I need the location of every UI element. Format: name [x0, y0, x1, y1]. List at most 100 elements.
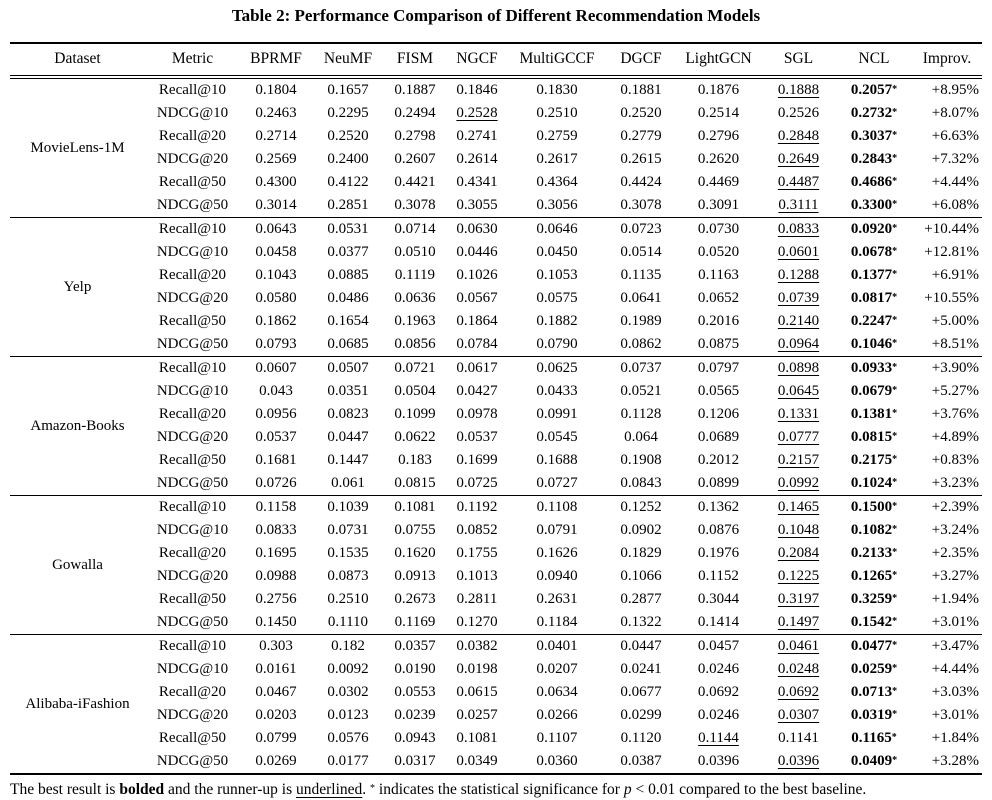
value-cell-ncl: 0.3037*: [850, 128, 898, 144]
value-cell-lightgcn: 0.0876: [697, 522, 740, 538]
value-cell-bprmf: 0.0726: [255, 475, 297, 491]
value-cell-neumf: 0.0731: [327, 522, 369, 538]
value-cell-neumf: 0.0531: [312, 217, 384, 241]
value-cell-ncl: 0.0259*: [850, 661, 898, 677]
table-row: NDCG@50 0.0269 0.0177 0.0317 0.0349 0.0360 0.0…: [10, 750, 982, 774]
value-cell-ngcf: 0.0617: [446, 356, 508, 380]
significance-star: *: [892, 616, 898, 627]
table-row: Recall@50 0.4300 0.4122 0.4421 0.4341 0.4364 0…: [10, 171, 982, 194]
value-cell-lightgcn: 0.1144: [698, 730, 739, 746]
significance-star: *: [892, 755, 898, 766]
value-cell-multigccf: 0.0625: [508, 356, 606, 380]
value-cell-multigccf: 0.0791: [536, 522, 578, 538]
value-cell-multigccf: 0.0991: [536, 406, 578, 422]
value-cell-neumf: 0.0447: [327, 429, 369, 445]
value-cell-multigccf: 0.1108: [508, 495, 606, 519]
table-footnote: The best result is bolded and the runner…: [10, 780, 982, 800]
value-cell-bprmf: 0.0799: [255, 730, 297, 746]
value-cell-bprmf: 0.1158: [240, 495, 312, 519]
value-cell-dgcf: 0.0902: [620, 522, 662, 538]
table-row: Recall@50 0.1681 0.1447 0.183 0.1699 0.1688 0.…: [10, 449, 982, 472]
value-cell-dgcf: 0.1908: [620, 452, 662, 468]
value-cell-dgcf: 0.0241: [620, 661, 662, 677]
value-cell-sgl: 0.0461: [761, 634, 836, 658]
significance-star: *: [892, 223, 898, 234]
value-cell-ncl: 0.1265*: [850, 568, 898, 584]
value-cell-bprmf: 0.0988: [255, 568, 297, 584]
value-cell-bprmf: 0.0203: [255, 707, 297, 723]
value-cell-ncl: 0.0678*: [850, 244, 898, 260]
value-cell-bprmf: 0.0607: [240, 356, 312, 380]
value-cell-multigccf: 0.0940: [536, 568, 578, 584]
table-row: NDCG@50 0.3014 0.2851 0.3078 0.3055 0.3056 0.3…: [10, 194, 982, 218]
value-cell-sgl: 0.0645: [777, 383, 820, 399]
metric-label: Recall@10: [145, 356, 240, 380]
value-cell-multigccf: 0.2510: [536, 105, 578, 121]
value-cell-fism: 0.2798: [394, 128, 436, 144]
value-cell-sgl: 0.0601: [777, 244, 820, 260]
value-cell-bprmf: 0.0161: [255, 661, 297, 677]
value-cell-ncl: 0.1046*: [850, 336, 898, 352]
table-row: NDCG@50 0.0793 0.0685 0.0856 0.0784 0.0790 0.0…: [10, 333, 982, 357]
value-cell-neumf: 0.1039: [312, 495, 384, 519]
value-cell-dgcf: 0.1252: [606, 495, 676, 519]
value-cell-lightgcn: 0.0652: [697, 290, 740, 306]
significance-star: *: [892, 199, 898, 210]
value-cell-sgl: 0.1888: [777, 82, 820, 98]
value-cell-ncl: 0.0679*: [850, 383, 898, 399]
column-header-multigccf: MultiGCCF: [508, 43, 606, 79]
table-row: Recall@50 0.0799 0.0576 0.0943 0.1081 0.1107 0…: [10, 727, 982, 750]
value-cell-fism: 0.0553: [394, 684, 436, 700]
value-cell-dgcf: 0.2520: [620, 105, 662, 121]
value-cell-neumf: 0.0823: [327, 406, 369, 422]
value-cell-lightgcn: 0.0797: [676, 356, 761, 380]
table-row: Recall@50 0.2756 0.2510 0.2673 0.2811 0.2631 0…: [10, 588, 982, 611]
value-cell-ngcf: 0.0725: [456, 475, 498, 491]
value-cell-lightgcn: 0.0246: [697, 661, 740, 677]
improvement-value: +7.32%: [931, 151, 979, 167]
value-cell-ngcf: 0.2614: [456, 151, 498, 167]
value-cell-multigccf: 0.3056: [536, 197, 578, 213]
value-cell-ngcf: 0.0567: [456, 290, 498, 306]
column-header-ncl: NCL: [836, 43, 912, 79]
value-cell-fism: 0.3078: [394, 197, 436, 213]
footnote-text: and the runner-up is: [164, 781, 296, 798]
value-cell-lightgcn: 0.1206: [697, 406, 740, 422]
significance-star: *: [892, 501, 898, 512]
significance-star: *: [892, 84, 898, 95]
value-cell-bprmf: 0.1862: [255, 313, 297, 329]
value-cell-dgcf: 0.1829: [620, 545, 662, 561]
value-cell-dgcf: 0.2615: [620, 151, 662, 167]
value-cell-sgl: 0.2526: [777, 105, 820, 121]
value-cell-bprmf: 0.0537: [255, 429, 297, 445]
value-cell-lightgcn: 0.1976: [697, 545, 740, 561]
value-cell-fism: 0.0504: [394, 383, 436, 399]
table-row: NDCG@20 0.0203 0.0123 0.0239 0.0257 0.0266 0.0…: [10, 704, 982, 727]
value-cell-neumf: 0.0123: [327, 707, 369, 723]
value-cell-ngcf: 0.0427: [456, 383, 498, 399]
table-row: NDCG@10 0.0833 0.0731 0.0755 0.0852 0.0791 0.0…: [10, 519, 982, 542]
value-cell-multigccf: 0.0575: [536, 290, 578, 306]
column-header-bprmf: BPRMF: [240, 43, 312, 79]
value-cell-multigccf: 0.0545: [536, 429, 578, 445]
significance-star: *: [892, 338, 898, 349]
improvement-value: +3.23%: [931, 475, 979, 491]
value-cell-lightgcn: 0.1163: [698, 267, 739, 283]
value-cell-bprmf: 0.3014: [255, 197, 297, 213]
value-cell-bprmf: 0.303: [240, 634, 312, 658]
improvement-value: +8.51%: [931, 336, 979, 352]
value-cell-bprmf: 0.1681: [255, 452, 297, 468]
improvement-value: +4.89%: [931, 429, 979, 445]
table-row: Gowalla Recall@10 0.1158 0.1039 0.1081 0.1192…: [10, 495, 982, 635]
value-cell-ngcf: 0.0852: [456, 522, 498, 538]
value-cell-lightgcn: 0.0689: [697, 429, 740, 445]
improvement-value: +3.28%: [931, 753, 979, 769]
footnote-underlined-word: underlined: [296, 781, 363, 798]
value-cell-ncl: 0.4686*: [850, 174, 898, 190]
improvement-value: +3.27%: [931, 568, 979, 584]
value-cell-neumf: 0.0885: [327, 267, 369, 283]
table-row: Recall@20 0.2714 0.2520 0.2798 0.2741 0.2759 0…: [10, 125, 982, 148]
value-cell-multigccf: 0.0727: [536, 475, 578, 491]
value-cell-bprmf: 0.0793: [255, 336, 297, 352]
column-header-fism: FISM: [384, 43, 446, 79]
